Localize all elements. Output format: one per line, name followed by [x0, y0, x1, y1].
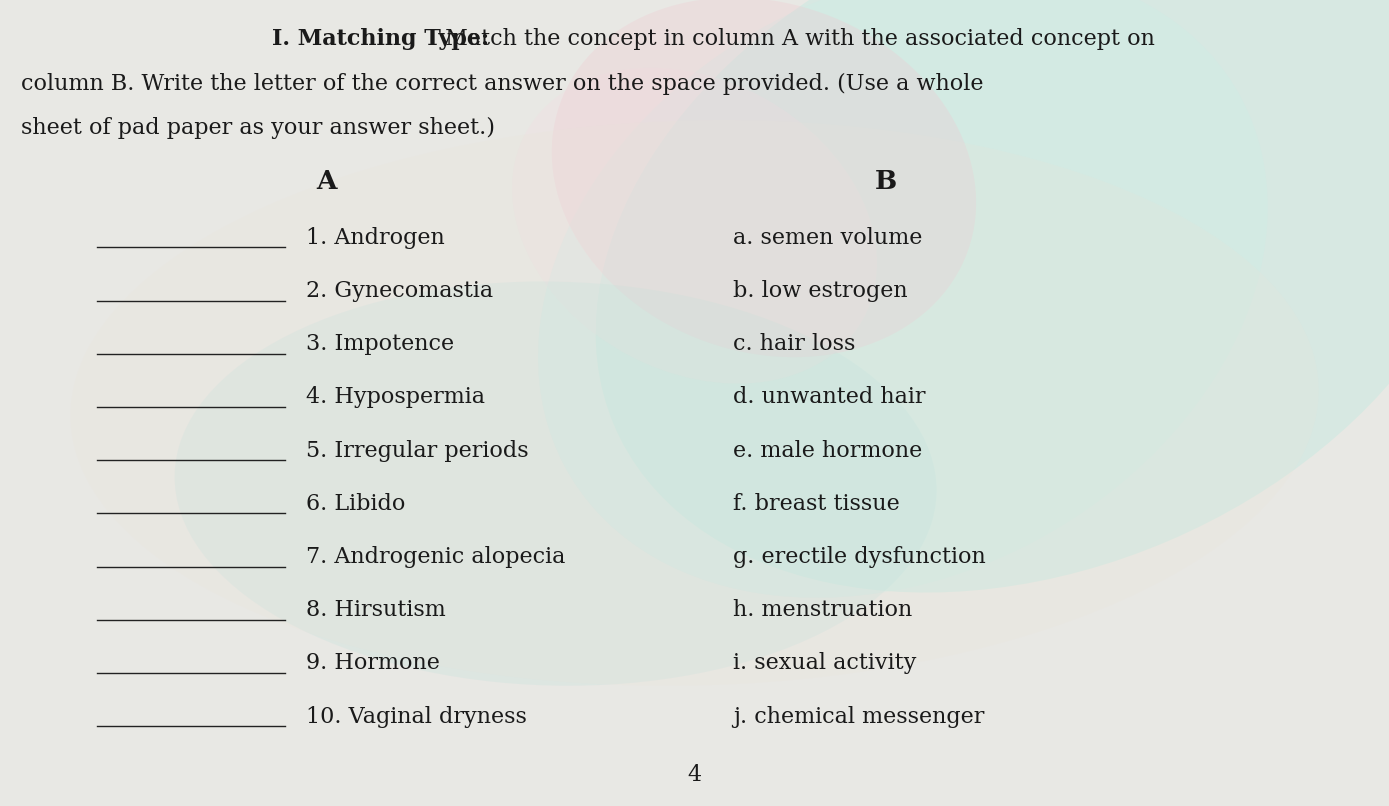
Text: c. hair loss: c. hair loss	[733, 333, 856, 355]
Text: f. breast tissue: f. breast tissue	[733, 492, 900, 515]
Ellipse shape	[175, 281, 936, 686]
Ellipse shape	[513, 68, 876, 384]
Text: b. low estrogen: b. low estrogen	[733, 280, 908, 302]
Text: 6. Libido: 6. Libido	[306, 492, 406, 515]
Text: 9. Hormone: 9. Hormone	[306, 652, 439, 675]
Text: 5. Irregular periods: 5. Irregular periods	[306, 439, 528, 462]
Text: 7. Androgenic alopecia: 7. Androgenic alopecia	[306, 546, 565, 568]
Ellipse shape	[71, 120, 1318, 686]
Text: column B. Write the letter of the correct answer on the space provided. (Use a w: column B. Write the letter of the correc…	[21, 73, 983, 94]
Text: I. Matching Type:: I. Matching Type:	[272, 28, 489, 50]
Text: B: B	[875, 169, 897, 194]
Text: a. semen volume: a. semen volume	[733, 226, 922, 249]
Ellipse shape	[596, 0, 1389, 592]
Ellipse shape	[551, 0, 976, 357]
Text: i. sexual activity: i. sexual activity	[733, 652, 917, 675]
Text: j. chemical messenger: j. chemical messenger	[733, 705, 985, 728]
Text: 8. Hirsutism: 8. Hirsutism	[306, 599, 446, 621]
Text: 4. Hypospermia: 4. Hypospermia	[306, 386, 485, 409]
Text: 1. Androgen: 1. Androgen	[306, 226, 444, 249]
Text: d. unwanted hair: d. unwanted hair	[733, 386, 926, 409]
Text: sheet of pad paper as your answer sheet.): sheet of pad paper as your answer sheet.…	[21, 117, 494, 139]
Text: e. male hormone: e. male hormone	[733, 439, 922, 462]
Text: 10. Vaginal dryness: 10. Vaginal dryness	[306, 705, 526, 728]
Text: 3. Impotence: 3. Impotence	[306, 333, 454, 355]
Text: Match the concept in column A with the associated concept on: Match the concept in column A with the a…	[438, 28, 1154, 50]
Text: g. erectile dysfunction: g. erectile dysfunction	[733, 546, 986, 568]
Ellipse shape	[538, 0, 1268, 598]
Text: 4: 4	[688, 764, 701, 786]
Text: h. menstruation: h. menstruation	[733, 599, 913, 621]
Text: A: A	[317, 169, 336, 194]
Text: 2. Gynecomastia: 2. Gynecomastia	[306, 280, 493, 302]
